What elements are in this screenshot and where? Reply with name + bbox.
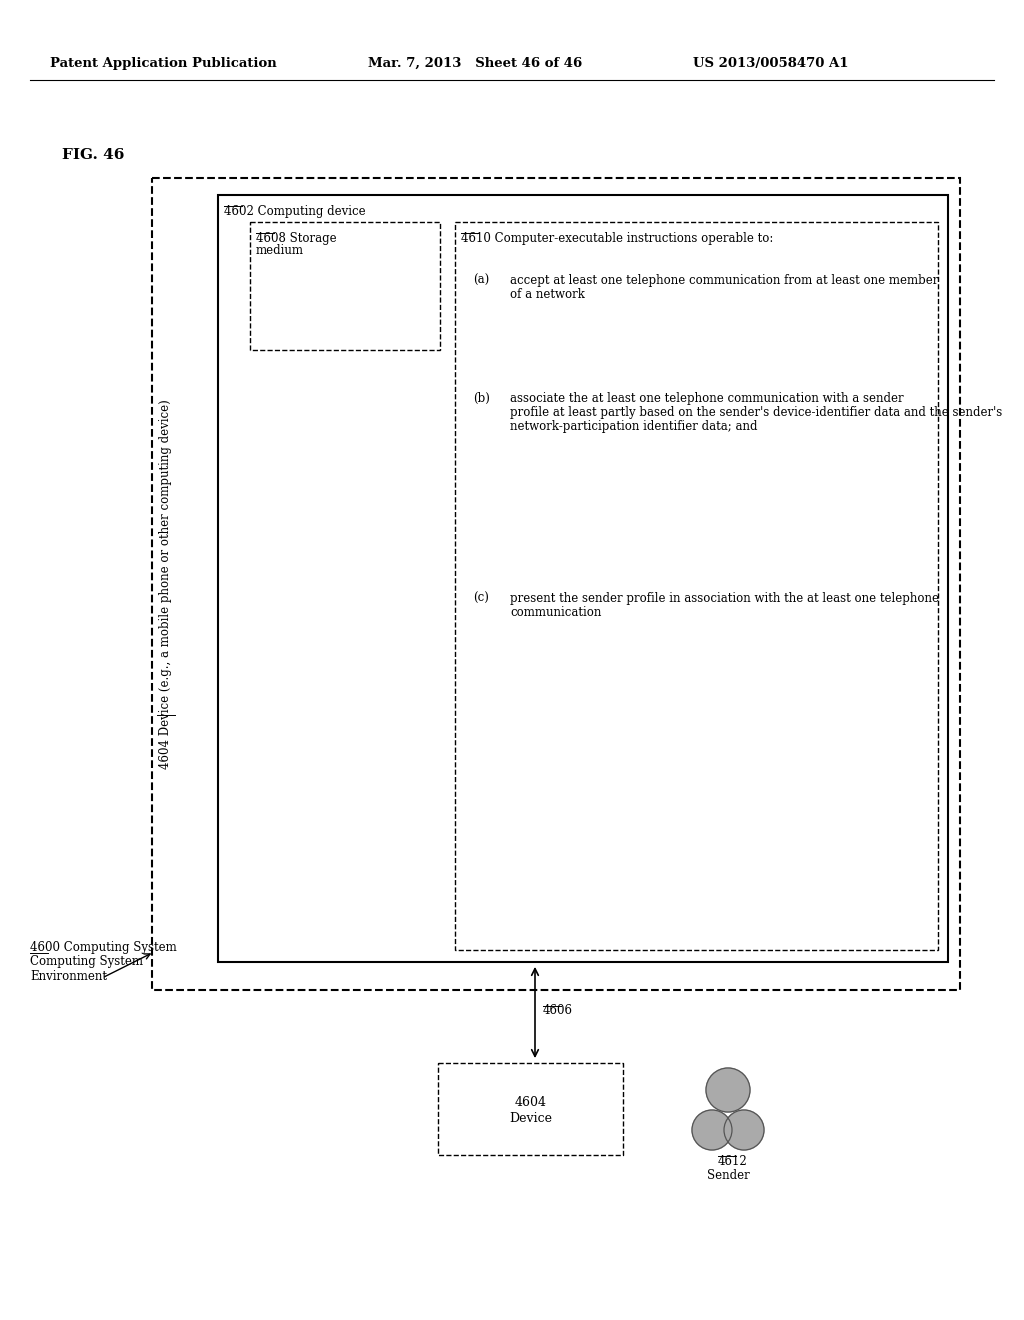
- Text: network-participation identifier data; and: network-participation identifier data; a…: [510, 420, 758, 433]
- Text: 4608 Storage: 4608 Storage: [256, 232, 337, 246]
- Text: Environment: Environment: [30, 970, 106, 983]
- Circle shape: [724, 1110, 764, 1150]
- Text: 4610 Computer-executable instructions operable to:: 4610 Computer-executable instructions op…: [461, 232, 773, 246]
- Text: 4602 Computing device: 4602 Computing device: [224, 205, 366, 218]
- Text: of a network: of a network: [510, 288, 585, 301]
- Text: Patent Application Publication: Patent Application Publication: [50, 57, 276, 70]
- Text: Device: Device: [509, 1113, 552, 1126]
- Bar: [438, 1063, 623, 1155]
- Text: Computing System: Computing System: [30, 954, 143, 968]
- Bar: [250, 222, 440, 350]
- Text: 4606: 4606: [543, 1005, 573, 1018]
- Text: 4604: 4604: [514, 1096, 547, 1109]
- Circle shape: [692, 1110, 732, 1150]
- Text: 4612: 4612: [718, 1155, 748, 1168]
- Text: medium: medium: [256, 244, 304, 257]
- Text: (c): (c): [473, 591, 488, 605]
- Text: 4600 Computing System: 4600 Computing System: [30, 941, 177, 954]
- Bar: [455, 222, 938, 950]
- Text: profile at least partly based on the sender's device-identifier data and the sen: profile at least partly based on the sen…: [510, 407, 1002, 418]
- Text: present the sender profile in association with the at least one telephone: present the sender profile in associatio…: [510, 591, 939, 605]
- Bar: [218, 195, 948, 962]
- Text: (b): (b): [473, 392, 489, 405]
- Bar: [152, 178, 961, 990]
- Text: FIG. 46: FIG. 46: [62, 148, 124, 162]
- Circle shape: [706, 1068, 750, 1111]
- Text: (a): (a): [473, 275, 489, 286]
- Text: Mar. 7, 2013   Sheet 46 of 46: Mar. 7, 2013 Sheet 46 of 46: [368, 57, 583, 70]
- Text: Sender: Sender: [707, 1170, 750, 1181]
- Text: associate the at least one telephone communication with a sender: associate the at least one telephone com…: [510, 392, 903, 405]
- Text: US 2013/0058470 A1: US 2013/0058470 A1: [693, 57, 849, 70]
- Text: communication: communication: [510, 606, 601, 619]
- Text: 4604 Device (e.g., a mobile phone or other computing device): 4604 Device (e.g., a mobile phone or oth…: [160, 399, 172, 768]
- Text: accept at least one telephone communication from at least one member: accept at least one telephone communicat…: [510, 275, 938, 286]
